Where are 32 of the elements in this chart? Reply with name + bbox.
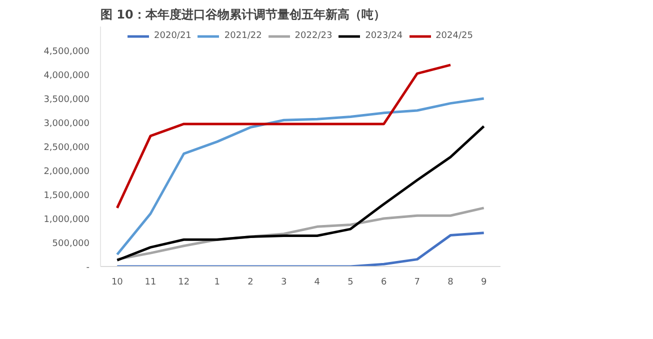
x-tick-label: 12 [178, 278, 190, 288]
line-series [116, 232, 486, 266]
line-series [116, 64, 452, 210]
x-tick-label: 4 [314, 278, 320, 288]
y-tick-label: 3,000,000 [44, 119, 90, 129]
x-tick-label: 5 [348, 278, 354, 288]
y-tick-label: 500,000 [52, 239, 90, 249]
line-series [116, 97, 486, 256]
y-tick-label: 4,500,000 [44, 47, 90, 57]
x-tick-label: 3 [280, 278, 287, 288]
legend-label: 2020/21 [154, 31, 192, 41]
legend-label: 2024/25 [436, 31, 473, 41]
x-tick-label: 7 [414, 278, 420, 288]
legend-label: 2021/22 [224, 31, 262, 41]
y-tick-label: - [86, 263, 90, 273]
y-tick-label: 3,500,000 [44, 95, 90, 105]
y-tick-label: 2,500,000 [44, 143, 90, 153]
y-tick-label: 1,500,000 [44, 191, 90, 201]
x-tick-label: 2 [248, 278, 254, 288]
x-tick-label: 1 [214, 278, 220, 288]
line-series [116, 125, 486, 262]
y-tick-label: 1,000,000 [44, 215, 90, 225]
chart-title: 图 10：本年度进口谷物累计调节量创五年新高（吨） [100, 8, 386, 22]
x-tick-label: 10 [111, 278, 124, 288]
y-tick-label: 2,000,000 [44, 167, 90, 177]
x-tick-label: 11 [144, 278, 156, 288]
x-tick-label: 8 [448, 278, 454, 288]
legend-label: 2022/23 [294, 31, 332, 41]
x-tick-label: 6 [380, 278, 387, 288]
legend-label: 2023/24 [365, 31, 403, 41]
x-tick-label: 9 [480, 278, 487, 288]
y-tick-label: 4,000,000 [44, 71, 90, 81]
